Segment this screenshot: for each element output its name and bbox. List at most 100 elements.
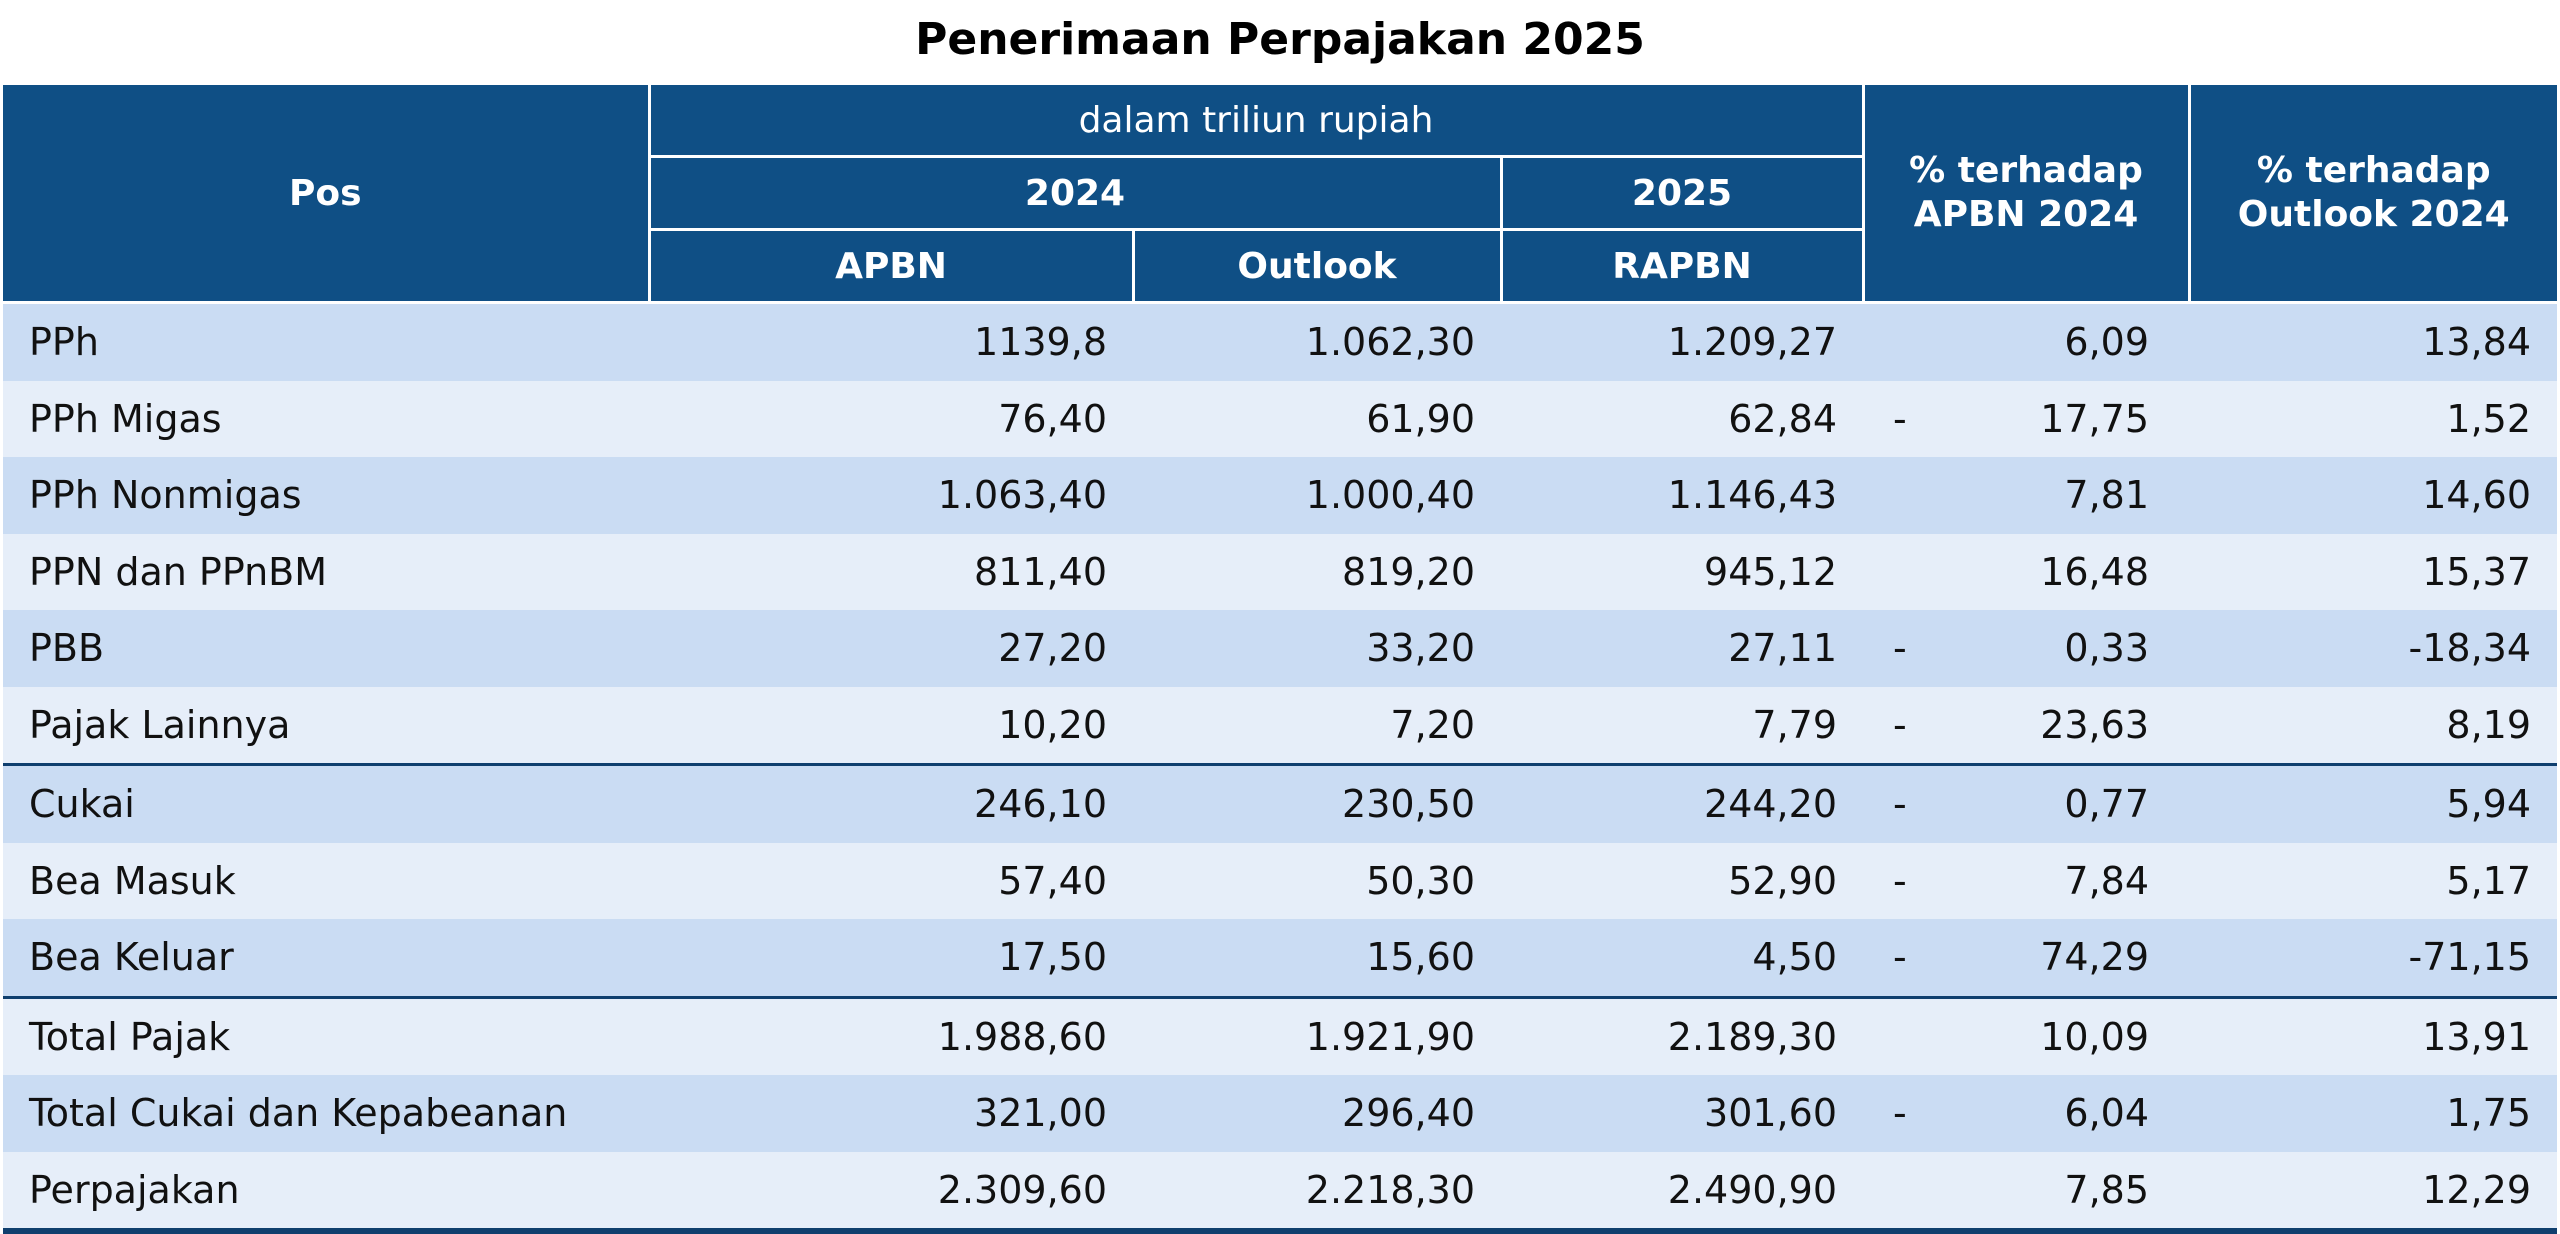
row-pct-outlook: -18,34: [2189, 610, 2557, 687]
row-pct-apbn-cell: 7,81: [1863, 457, 2189, 534]
row-neg-sign: -: [1893, 626, 1907, 671]
header-apbn: APBN: [647, 228, 1135, 304]
row-pct-outlook: 1,75: [2189, 1075, 2557, 1152]
row-pos: Total Pajak: [3, 995, 649, 1075]
header-pct-outlook-line2: Outlook 2024: [2237, 194, 2510, 235]
row-pct-apbn-cell: 7,85: [1863, 1151, 2189, 1234]
row-pct-apbn: 6,04: [2064, 1091, 2149, 1136]
row-rapbn: 52,90: [1501, 842, 1863, 919]
header-pct-apbn: % terhadap APBN 2024: [1861, 85, 2191, 304]
header-unit: dalam triliun rupiah: [647, 85, 1865, 158]
row-outlook: 1.062,30: [1133, 302, 1501, 381]
row-pos: PPh Migas: [3, 380, 649, 457]
table-row: Cukai 246,10 230,50 244,20 - 0,77 5,94: [3, 763, 2557, 843]
row-pos: PPh Nonmigas: [3, 457, 649, 534]
row-outlook: 50,30: [1133, 842, 1501, 919]
tax-revenue-table: Pos dalam triliun rupiah % terhadap APBN…: [3, 85, 2557, 1234]
row-neg-sign: -: [1893, 782, 1907, 827]
row-apbn: 1.063,40: [649, 457, 1133, 534]
row-rapbn: 4,50: [1501, 919, 1863, 997]
table-row: PPh Migas 76,40 61,90 62,84 - 17,75 1,52: [3, 380, 2557, 457]
row-rapbn: 1.146,43: [1501, 457, 1863, 534]
row-apbn: 1139,8: [649, 302, 1133, 381]
row-apbn: 1.988,60: [649, 995, 1133, 1075]
row-pos: Pajak Lainnya: [3, 686, 649, 765]
header-pct-apbn-line1: % terhadap: [1909, 150, 2143, 191]
header-outlook: Outlook: [1131, 228, 1503, 304]
row-pos: Bea Masuk: [3, 842, 649, 919]
row-outlook: 2.218,30: [1133, 1151, 1501, 1234]
row-pct-apbn-cell: 16,48: [1863, 533, 2189, 610]
row-rapbn: 1.209,27: [1501, 302, 1863, 381]
row-pct-apbn-cell: - 23,63: [1863, 686, 2189, 765]
row-pct-apbn: 7,85: [2064, 1167, 2149, 1212]
row-neg-sign: -: [1893, 1091, 1907, 1136]
row-pct-apbn-cell: - 0,77: [1863, 763, 2189, 843]
row-rapbn: 62,84: [1501, 380, 1863, 457]
row-pct-outlook: 15,37: [2189, 533, 2557, 610]
table-row: Bea Keluar 17,50 15,60 4,50 - 74,29 -71,1…: [3, 919, 2557, 997]
table-row: PPN dan PPnBM 811,40 819,20 945,12 16,48…: [3, 533, 2557, 610]
row-apbn: 246,10: [649, 763, 1133, 843]
row-pct-apbn-cell: 6,09: [1863, 302, 2189, 381]
row-outlook: 7,20: [1133, 686, 1501, 765]
row-pos: PBB: [3, 610, 649, 687]
row-pct-apbn: 23,63: [2040, 702, 2149, 747]
row-apbn: 811,40: [649, 533, 1133, 610]
row-pct-apbn: 74,29: [2040, 935, 2149, 980]
table-row: PPh 1139,8 1.062,30 1.209,27 6,09 13,84: [3, 302, 2557, 381]
row-apbn: 57,40: [649, 842, 1133, 919]
row-outlook: 1.000,40: [1133, 457, 1501, 534]
row-pos: Perpajakan: [3, 1151, 649, 1234]
header-year-2025: 2025: [1499, 155, 1865, 231]
row-pct-apbn-cell: - 74,29: [1863, 919, 2189, 997]
row-apbn: 2.309,60: [649, 1151, 1133, 1234]
row-rapbn: 27,11: [1501, 610, 1863, 687]
row-pct-apbn: 7,81: [2064, 473, 2149, 518]
table-row: Pajak Lainnya 10,20 7,20 7,79 - 23,63 8,1…: [3, 686, 2557, 765]
row-outlook: 296,40: [1133, 1075, 1501, 1152]
row-neg-sign: -: [1893, 935, 1907, 980]
row-pos: Bea Keluar: [3, 919, 649, 997]
row-apbn: 76,40: [649, 380, 1133, 457]
row-pct-apbn: 0,33: [2064, 626, 2149, 671]
row-pct-outlook: 5,94: [2189, 763, 2557, 843]
table-row: Perpajakan 2.309,60 2.218,30 2.490,90 7,…: [3, 1151, 2557, 1234]
row-outlook: 230,50: [1133, 763, 1501, 843]
row-pct-apbn: 17,75: [2040, 396, 2149, 441]
header-pos: Pos: [3, 85, 651, 304]
row-neg-sign: -: [1893, 858, 1907, 903]
header-year-2024: 2024: [647, 155, 1503, 231]
row-outlook: 33,20: [1133, 610, 1501, 687]
row-outlook: 1.921,90: [1133, 995, 1501, 1075]
row-pos: PPN dan PPnBM: [3, 533, 649, 610]
table-row: Bea Masuk 57,40 50,30 52,90 - 7,84 5,17: [3, 842, 2557, 919]
row-pct-outlook: 12,29: [2189, 1151, 2557, 1234]
row-apbn: 10,20: [649, 686, 1133, 765]
row-rapbn: 244,20: [1501, 763, 1863, 843]
row-pct-apbn: 10,09: [2040, 1014, 2149, 1059]
row-outlook: 61,90: [1133, 380, 1501, 457]
row-pct-apbn-cell: - 7,84: [1863, 842, 2189, 919]
row-pct-outlook: 8,19: [2189, 686, 2557, 765]
row-pos: Cukai: [3, 763, 649, 843]
row-pct-outlook: 14,60: [2189, 457, 2557, 534]
row-pos: PPh: [3, 302, 649, 381]
row-pct-apbn: 0,77: [2064, 782, 2149, 827]
header-pct-outlook-line1: % terhadap: [2256, 150, 2491, 191]
row-pct-outlook: 13,91: [2189, 995, 2557, 1075]
header-pct-outlook: % terhadap Outlook 2024: [2187, 85, 2557, 304]
row-pct-outlook: -71,15: [2189, 919, 2557, 997]
row-pct-apbn-cell: - 6,04: [1863, 1075, 2189, 1152]
table-header: Pos dalam triliun rupiah % terhadap APBN…: [3, 85, 2557, 304]
row-pct-apbn-cell: - 0,33: [1863, 610, 2189, 687]
table-title: Penerimaan Perpajakan 2025: [915, 14, 1645, 65]
row-pct-outlook: 1,52: [2189, 380, 2557, 457]
row-apbn: 17,50: [649, 919, 1133, 997]
row-rapbn: 301,60: [1501, 1075, 1863, 1152]
row-rapbn: 945,12: [1501, 533, 1863, 610]
row-apbn: 321,00: [649, 1075, 1133, 1152]
table-row: Total Pajak 1.988,60 1.921,90 2.189,30 1…: [3, 995, 2557, 1075]
row-pct-apbn-cell: - 17,75: [1863, 380, 2189, 457]
header-pct-apbn-line2: APBN 2024: [1913, 194, 2139, 235]
